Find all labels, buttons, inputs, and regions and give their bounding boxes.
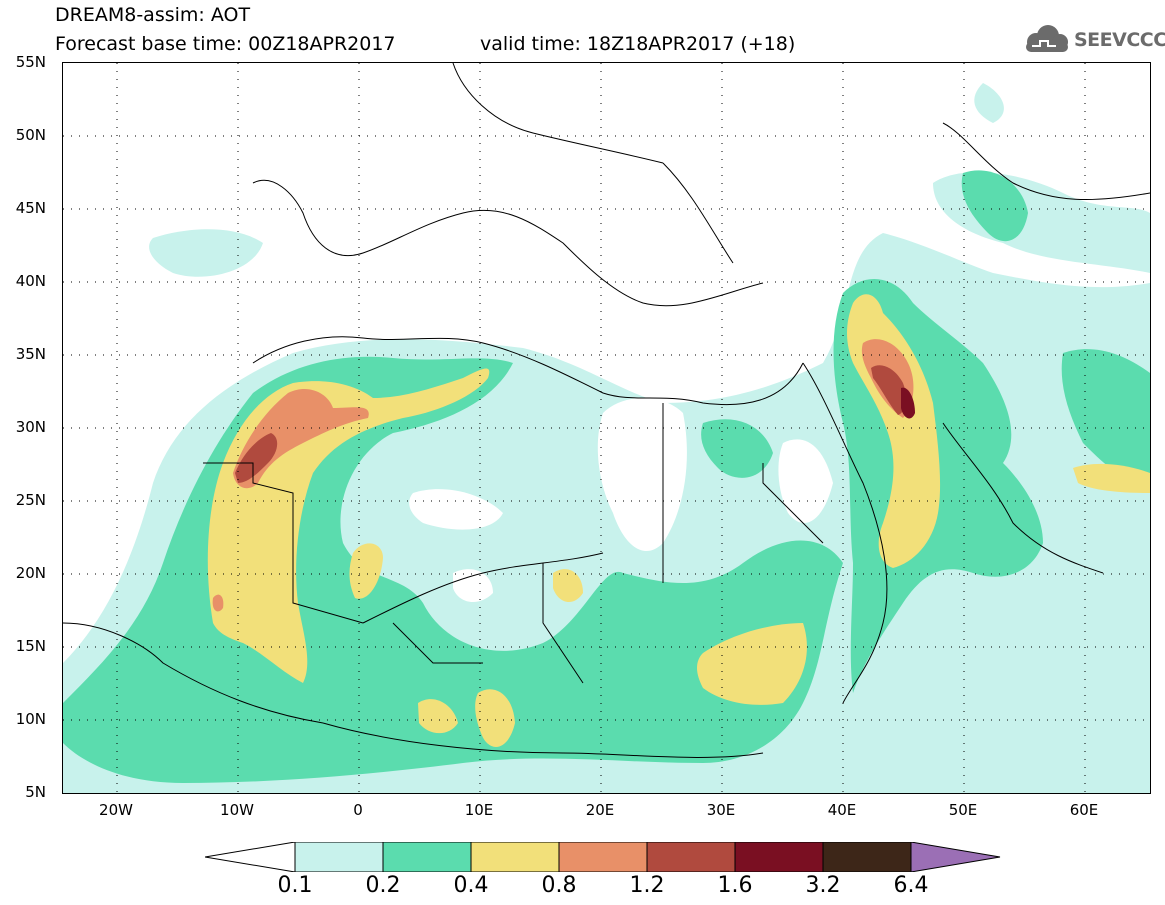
valid-time: valid time: 18Z18APR2017 (+18) xyxy=(480,33,796,55)
lat-label-40n: 40N xyxy=(15,272,46,290)
lat-label-35n: 35N xyxy=(15,345,46,363)
cloud-icon xyxy=(1026,25,1068,52)
colorbar-bin-6 xyxy=(734,842,824,872)
graticule xyxy=(63,63,1150,793)
lon-label-0: 0 xyxy=(353,801,363,819)
colorbar-low-arrow xyxy=(205,842,296,872)
colorbar-bin-7 xyxy=(822,842,912,872)
aot-level-1-6 xyxy=(901,387,915,419)
lat-label-30n: 30N xyxy=(15,418,46,436)
lat-label-55n: 55N xyxy=(15,53,46,71)
colorbar-label-1-6: 1.6 xyxy=(717,873,753,898)
lon-label-10w: 10W xyxy=(220,801,254,819)
colorbar-bin-3 xyxy=(470,842,560,872)
coastlines xyxy=(63,63,1150,758)
colorbar-label-1-2: 1.2 xyxy=(629,873,665,898)
aot-level-1-2 xyxy=(235,365,906,483)
colorbar-label-0-1: 0.1 xyxy=(277,873,313,898)
map-title: DREAM8-assim: AOT xyxy=(55,4,251,26)
lon-label-60e: 60E xyxy=(1069,801,1099,819)
forecast-base-time: Forecast base time: 00Z18APR2017 xyxy=(55,33,396,55)
lon-label-50e: 50E xyxy=(948,801,978,819)
lat-label-10n: 10N xyxy=(15,710,46,728)
lon-label-20w: 20W xyxy=(99,801,133,819)
map-canvas xyxy=(63,63,1150,793)
colorbar-bin-5 xyxy=(646,842,736,872)
lat-label-25n: 25N xyxy=(15,491,46,509)
lon-label-40e: 40E xyxy=(827,801,857,819)
colorbar-label-3-2: 3.2 xyxy=(805,873,841,898)
colorbar-label-6-4: 6.4 xyxy=(893,873,929,898)
colorbar-bin-4 xyxy=(558,842,648,872)
lat-label-15n: 15N xyxy=(15,637,46,655)
colorbar xyxy=(205,842,1001,872)
colorbar-label-0-8: 0.8 xyxy=(541,873,577,898)
colorbar-label-0-2: 0.2 xyxy=(365,873,401,898)
lat-label-20n: 20N xyxy=(15,564,46,582)
lat-label-45n: 45N xyxy=(15,199,46,217)
lat-label-5n: 5N xyxy=(25,783,46,801)
lat-label-50n: 50N xyxy=(15,126,46,144)
colorbar-high-arrow xyxy=(910,842,1001,872)
aot-map xyxy=(62,62,1151,794)
colorbar-bin-1 xyxy=(294,842,384,872)
lon-label-10e: 10E xyxy=(464,801,494,819)
lon-label-20e: 20E xyxy=(585,801,615,819)
colorbar-bin-2 xyxy=(382,842,472,872)
colorbar-label-0-4: 0.4 xyxy=(453,873,489,898)
logo-text: SEEVCCC xyxy=(1074,29,1165,51)
lon-label-30e: 30E xyxy=(706,801,736,819)
